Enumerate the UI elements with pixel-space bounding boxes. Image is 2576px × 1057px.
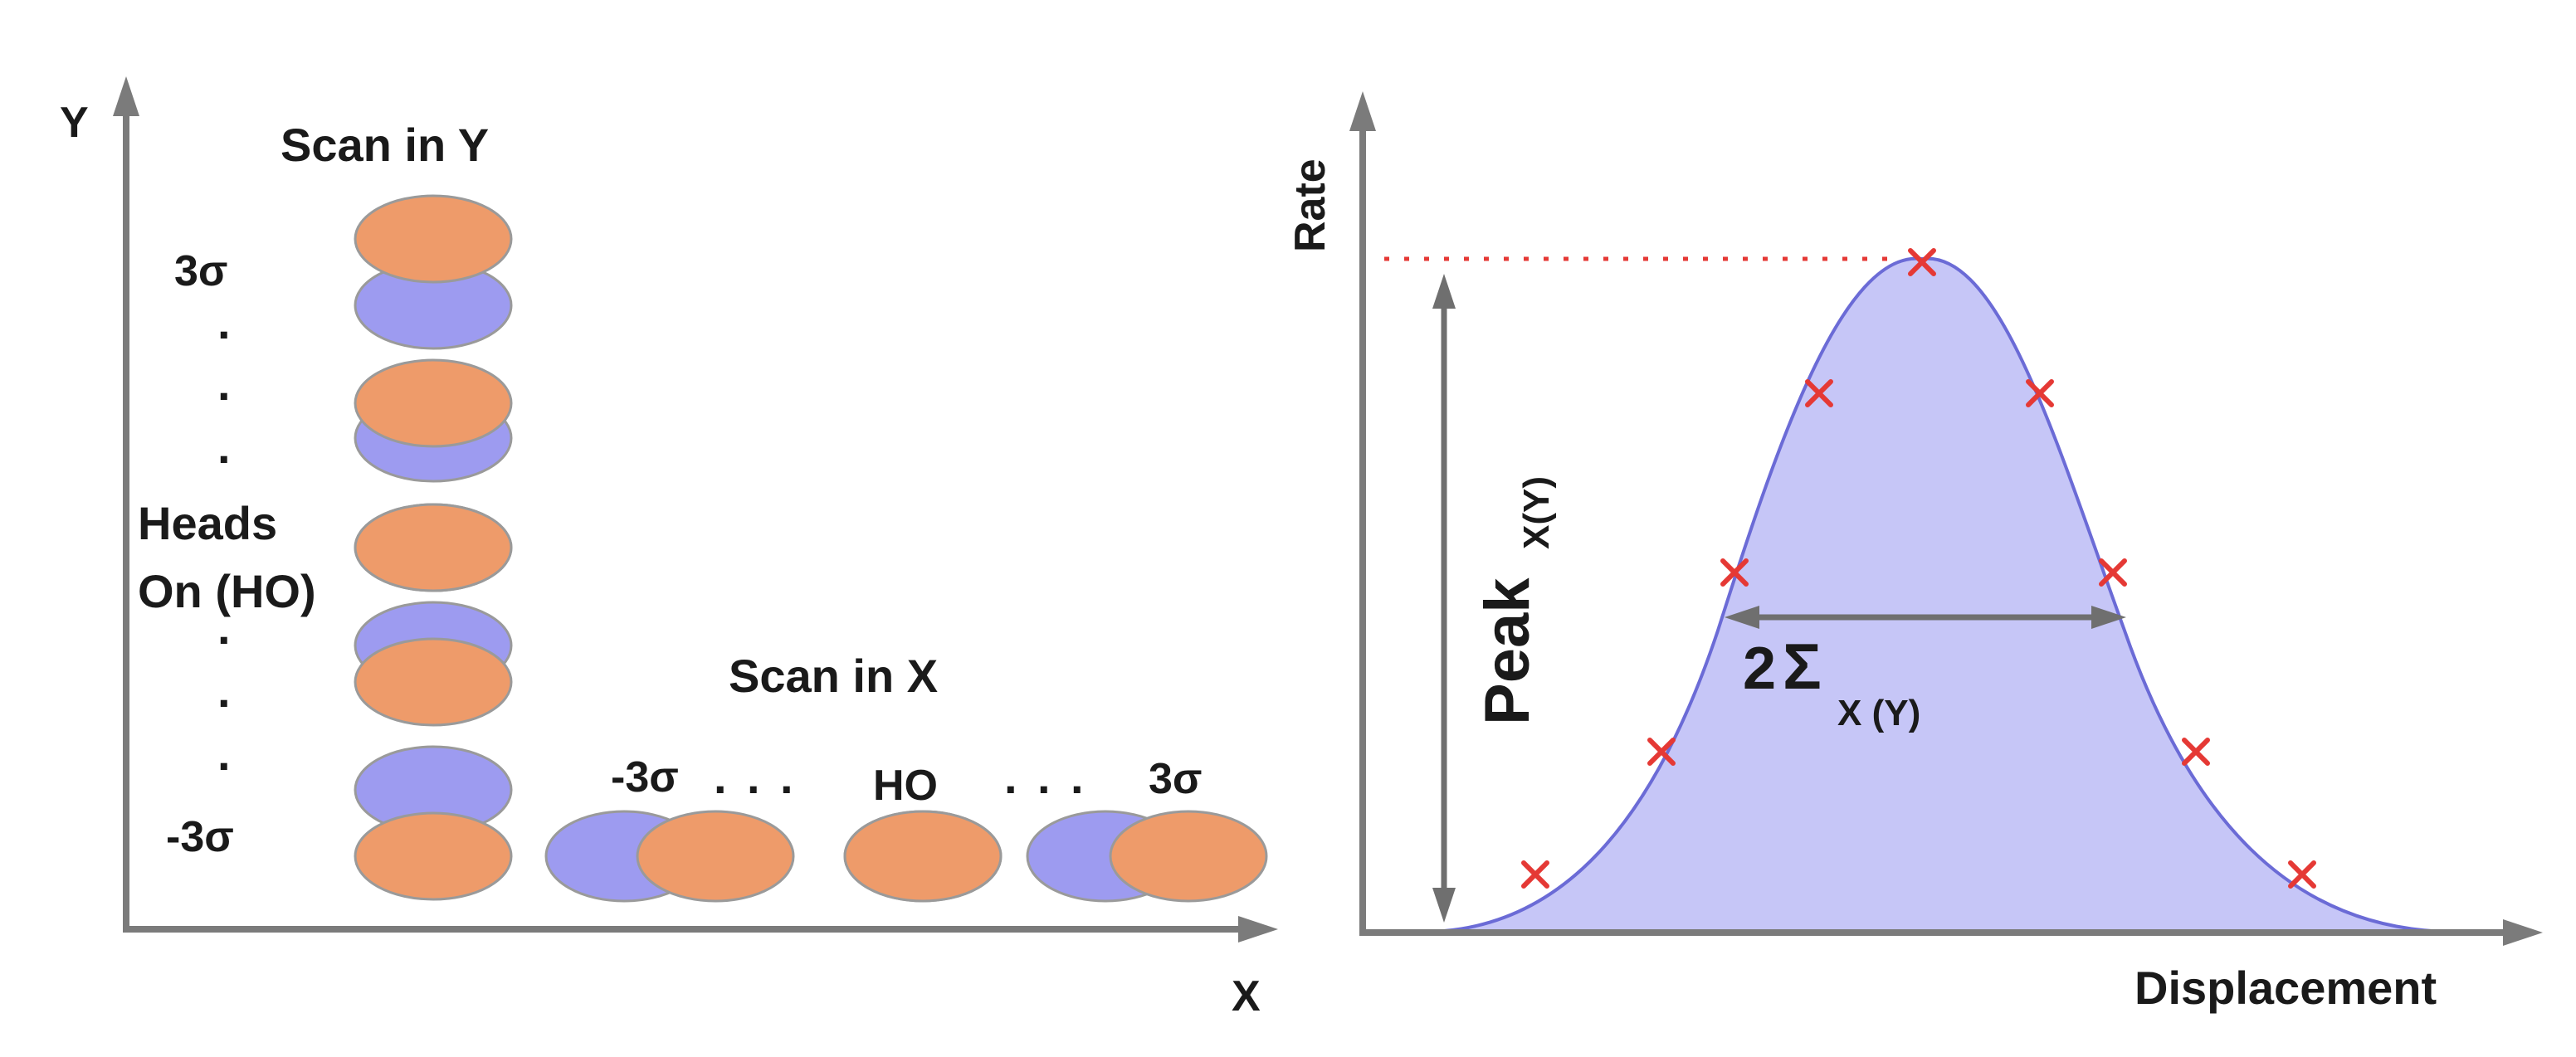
x-dot: . <box>780 751 793 803</box>
left-y-axis-arrowhead <box>113 76 139 116</box>
y-dot: . <box>217 358 231 410</box>
x-label-plus-3sigma: 3σ <box>1149 755 1203 803</box>
width-label-sigma: Σ <box>1783 630 1822 703</box>
scan-y-beam-pair-head-on <box>354 503 513 592</box>
peak-height-arrowhead-bottom <box>1432 888 1456 923</box>
y-dot: . <box>217 728 231 780</box>
scan-y-beam-pair-lower <box>354 601 513 727</box>
peak-label-main: Peak <box>1472 577 1543 725</box>
peak-label: Peak X(Y) <box>1472 476 1557 725</box>
measurement-marker <box>1647 738 1676 766</box>
rate-axis-label: Rate <box>1286 158 1334 252</box>
left-x-axis-arrowhead <box>1238 916 1278 943</box>
measurement-marker <box>2182 738 2210 766</box>
x-dot: . <box>1037 751 1051 803</box>
left-y-axis-label: Y <box>60 99 89 147</box>
measurement-marker <box>2288 860 2316 889</box>
x-dot: . <box>747 751 760 803</box>
scan-x-beam-pair-head-on <box>843 810 1003 903</box>
y-label-plus-3sigma: 3σ <box>174 247 228 295</box>
scan-x-beam-pair-minus <box>544 810 795 903</box>
scan-y-beam-pair-bottom <box>354 745 513 901</box>
width-label-prefix: 2 <box>1743 636 1776 702</box>
x-label-minus-3sigma: -3σ <box>611 753 679 801</box>
scan-y-beam-pair-top <box>354 194 513 350</box>
x-dot: . <box>1004 751 1017 803</box>
measurement-marker <box>1720 558 1749 587</box>
measurement-marker <box>1908 248 1936 276</box>
right-panel: Rate Displacement Peak X(Y) 2 Σ X (Y) <box>1286 91 2543 1014</box>
bell-curve-fill <box>1444 258 2432 931</box>
y-dot: . <box>217 665 231 717</box>
x-dot: . <box>714 751 727 803</box>
scan-x-beam-pair-plus <box>1026 810 1268 903</box>
width-arrowhead-right <box>2091 606 2126 629</box>
right-x-axis-arrowhead <box>2503 919 2543 946</box>
displacement-axis-label: Displacement <box>2134 962 2437 1014</box>
y-dot: . <box>217 296 231 348</box>
scan-y-title: Scan in Y <box>281 119 489 171</box>
heads-on-label-line2: On (HO) <box>138 565 316 617</box>
left-panel: Y X Scan in Y Scan in X 3σ -3σ Heads On … <box>60 76 1278 1020</box>
measurement-marker <box>2026 379 2054 407</box>
measurement-marker <box>1521 860 1549 889</box>
y-label-minus-3sigma: -3σ <box>166 813 234 861</box>
width-label-subscript: X (Y) <box>1837 693 1920 733</box>
measurement-markers <box>1521 248 2316 889</box>
left-x-axis-label: X <box>1232 972 1261 1020</box>
measurement-marker <box>2099 558 2127 587</box>
peak-height-arrowhead-top <box>1432 274 1456 309</box>
measurement-marker <box>1805 379 1833 407</box>
scan-x-title: Scan in X <box>729 650 938 702</box>
x-dot: . <box>1071 751 1084 803</box>
x-label-head-on: HO <box>873 762 938 810</box>
peak-label-subscript: X(Y) <box>1516 476 1557 549</box>
scan-y-beam-pair-upper <box>354 358 513 483</box>
y-dot: . <box>217 421 231 473</box>
right-y-axis-arrowhead <box>1349 91 1376 131</box>
heads-on-label-line1: Heads <box>138 497 277 549</box>
width-arrowhead-left <box>1725 606 1759 629</box>
y-dot: . <box>217 602 231 654</box>
